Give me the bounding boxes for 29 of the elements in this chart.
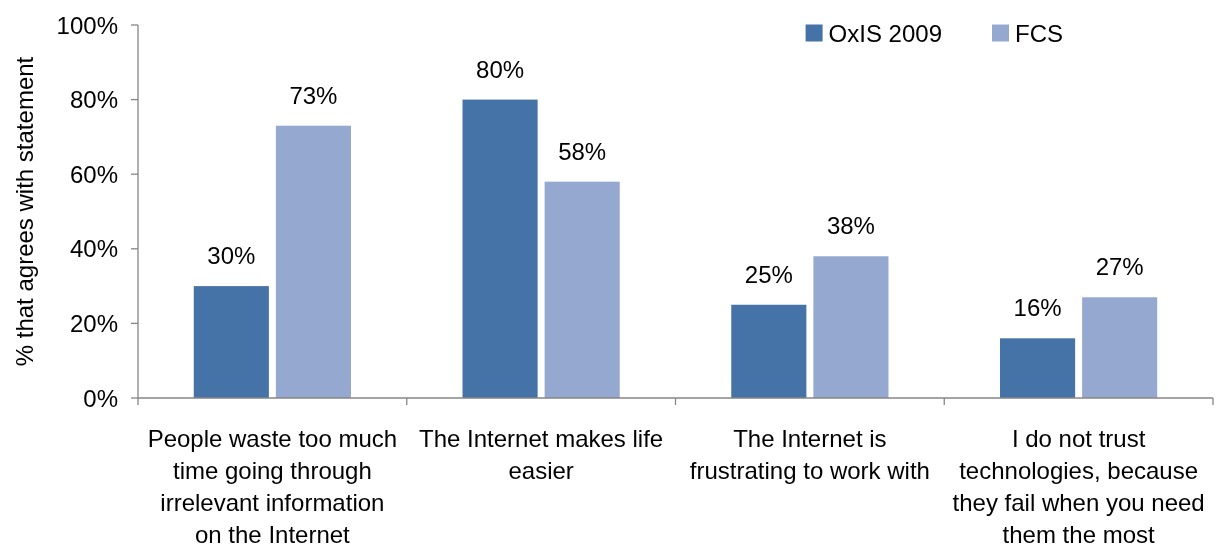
bar [813, 256, 889, 398]
x-tick-label: The Internet is frustrating to work with [689, 425, 930, 484]
data-label: 25% [744, 260, 793, 288]
data-label: 27% [1095, 253, 1144, 281]
x-tick-label: The Internet makes life easier [419, 425, 664, 484]
bar [1000, 338, 1076, 398]
y-tick-label: 40% [69, 235, 118, 263]
data-label: 30% [207, 242, 256, 270]
data-label: 16% [1013, 294, 1062, 322]
bar [544, 181, 620, 398]
y-tick-label: 60% [69, 160, 118, 188]
x-tick-label: I do not trust technologies, because they fail when you need them the most [952, 425, 1205, 548]
bar [462, 99, 538, 398]
bar [1082, 297, 1158, 398]
bar [275, 125, 351, 398]
y-tick-label: 0% [83, 384, 118, 412]
y-axis-title: % that agrees with statement [10, 56, 38, 367]
bar [193, 286, 269, 398]
x-tick-label: People waste too much time going through irrelevant information on the Internet [147, 425, 398, 548]
legend-label: FCS [1015, 19, 1063, 47]
data-label: 73% [289, 81, 338, 109]
y-tick-label: 100% [56, 11, 118, 39]
data-label: 58% [558, 137, 607, 165]
legend-label: OxIS 2009 [828, 19, 942, 47]
y-tick-label: 80% [69, 86, 118, 114]
data-label: 80% [476, 55, 525, 83]
y-tick-label: 20% [69, 309, 118, 337]
bar [731, 304, 807, 398]
data-label: 38% [826, 212, 875, 240]
